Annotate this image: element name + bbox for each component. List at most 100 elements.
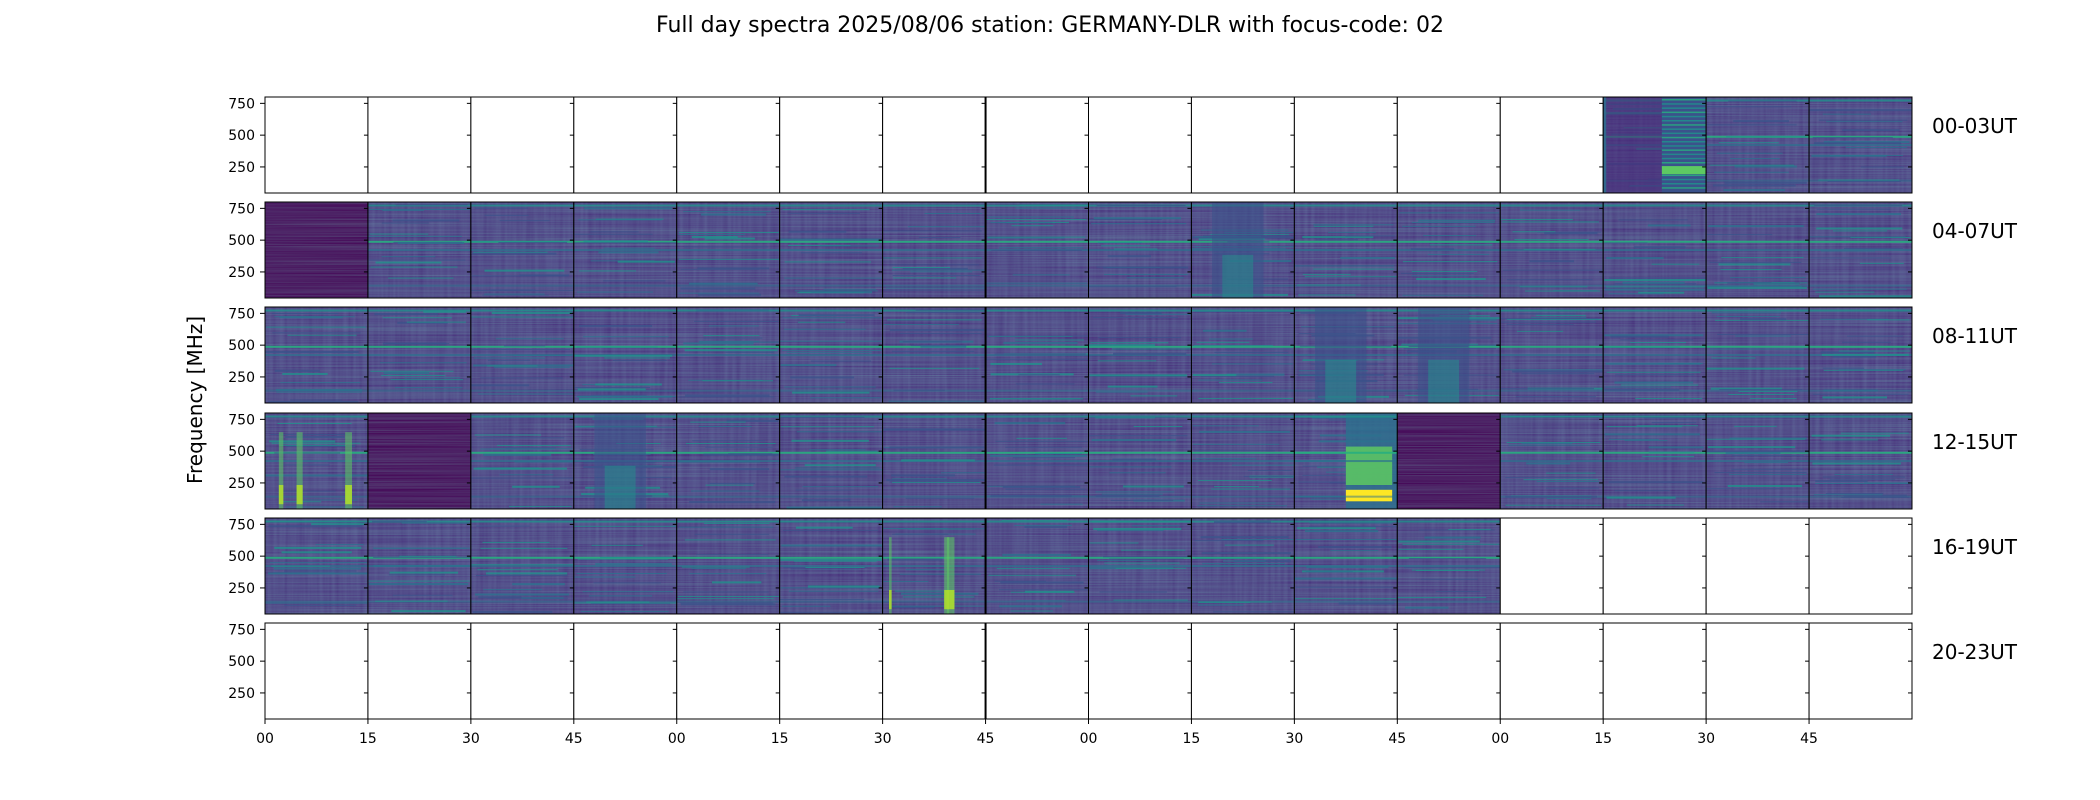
- spectral-line: [1315, 239, 1358, 241]
- panel-border: [1808, 622, 1913, 720]
- dense-line: [1661, 120, 1707, 122]
- spectral-line: [892, 267, 951, 269]
- emission-band: [265, 309, 368, 312]
- spectral-line: [1730, 277, 1806, 279]
- spectral-line: [1309, 526, 1397, 528]
- spectral-line: [287, 334, 357, 336]
- x-tick-label: 00: [256, 731, 274, 747]
- spectral-line: [886, 479, 985, 482]
- spectral-line: [574, 602, 677, 604]
- spectral-line: [1809, 109, 1912, 112]
- spectral-line: [1418, 219, 1496, 222]
- spectrum-cell: [985, 517, 1089, 615]
- spectral-line: [823, 288, 877, 290]
- empty-cell: [676, 623, 780, 719]
- y-tick-label: 750: [228, 201, 255, 217]
- spectrum-cell: [985, 622, 1089, 720]
- spectral-line: [784, 277, 883, 279]
- spectral-line: [1735, 335, 1791, 337]
- spectral-line: [509, 505, 572, 507]
- spectral-line: [1427, 253, 1490, 255]
- spectral-line: [996, 568, 1070, 570]
- y-tick-label: 750: [228, 412, 255, 428]
- row-time-label: 12-15UT: [1932, 430, 2018, 454]
- spectral-line: [692, 440, 766, 442]
- emission-band: [985, 460, 1089, 463]
- spectral-line: [1019, 204, 1088, 207]
- spectral-line: [589, 595, 653, 597]
- panel-border: [1808, 517, 1913, 615]
- spectral-line: [1313, 224, 1394, 226]
- spectral-line: [703, 453, 779, 456]
- emission-band: [573, 309, 677, 312]
- empty-cell: [882, 97, 986, 193]
- spectral-line: [470, 290, 574, 292]
- emission-band: [1809, 135, 1912, 138]
- spectral-line: [512, 583, 565, 586]
- spectral-line: [1740, 318, 1787, 321]
- spectral-line: [1501, 219, 1573, 221]
- spectral-line: [1711, 357, 1756, 359]
- spectral-line: [577, 558, 669, 560]
- emission-band: [985, 415, 1089, 418]
- spectral-line: [1110, 499, 1174, 501]
- dense-line: [1661, 183, 1707, 185]
- spectral-line: [1729, 473, 1807, 475]
- emission-band: [1603, 204, 1707, 207]
- spectral-line: [268, 400, 359, 403]
- spectral-line: [499, 220, 550, 222]
- spectral-line: [795, 467, 880, 469]
- spectral-line: [1040, 503, 1083, 505]
- emission-band: [985, 284, 1089, 287]
- emission-band: [882, 565, 986, 568]
- emission-band: [1397, 556, 1501, 559]
- spectral-line: [1729, 437, 1807, 440]
- spectral-line: [1718, 263, 1791, 266]
- spectral-line: [1812, 288, 1907, 290]
- spectral-line: [1402, 225, 1476, 227]
- spectral-line: [796, 431, 882, 433]
- spectral-line: [1813, 494, 1883, 496]
- spectral-line: [271, 442, 361, 444]
- spectral-line: [685, 443, 776, 445]
- spectral-line: [780, 416, 865, 418]
- spectral-line: [595, 218, 664, 220]
- spectral-line: [811, 291, 866, 293]
- spectral-line: [1097, 360, 1157, 362]
- spectrum-cell: [367, 201, 472, 299]
- empty-cell: [573, 97, 677, 193]
- spectral-line: [1727, 484, 1802, 487]
- spectrum-cell: [1808, 96, 1913, 194]
- emission-band: [1809, 179, 1912, 182]
- spectral-line: [1867, 319, 1910, 321]
- emission-band: [1706, 284, 1810, 287]
- spectral-line: [1521, 442, 1573, 444]
- emission-band: [1294, 415, 1398, 418]
- spectral-line: [369, 233, 429, 235]
- emission-band: [1191, 389, 1295, 392]
- spectral-line: [688, 282, 758, 285]
- spectral-line: [1706, 450, 1810, 453]
- spectral-line: [1708, 225, 1804, 228]
- emission-band: [265, 520, 368, 523]
- spectral-line: [683, 591, 769, 593]
- spectral-line: [1730, 158, 1780, 160]
- empty-cell: [1603, 623, 1707, 719]
- spectral-line: [475, 575, 568, 577]
- burst-stripe: [296, 432, 303, 509]
- spectrum-cell: [470, 517, 575, 615]
- spectral-line: [1003, 341, 1078, 344]
- spectral-line: [1844, 494, 1907, 497]
- emission-band: [265, 345, 368, 348]
- emission-band: [1088, 345, 1192, 348]
- spectral-line: [1523, 248, 1596, 250]
- spectral-line: [1604, 346, 1680, 348]
- emission-band: [470, 565, 574, 568]
- spectrum-cell: [1293, 622, 1398, 720]
- spectrum-cell: [676, 306, 781, 404]
- spectral-line: [1108, 558, 1184, 560]
- spectral-line: [1614, 490, 1670, 492]
- spectral-line: [1503, 369, 1603, 371]
- spectral-line: [884, 289, 985, 291]
- spectral-line: [1195, 458, 1257, 460]
